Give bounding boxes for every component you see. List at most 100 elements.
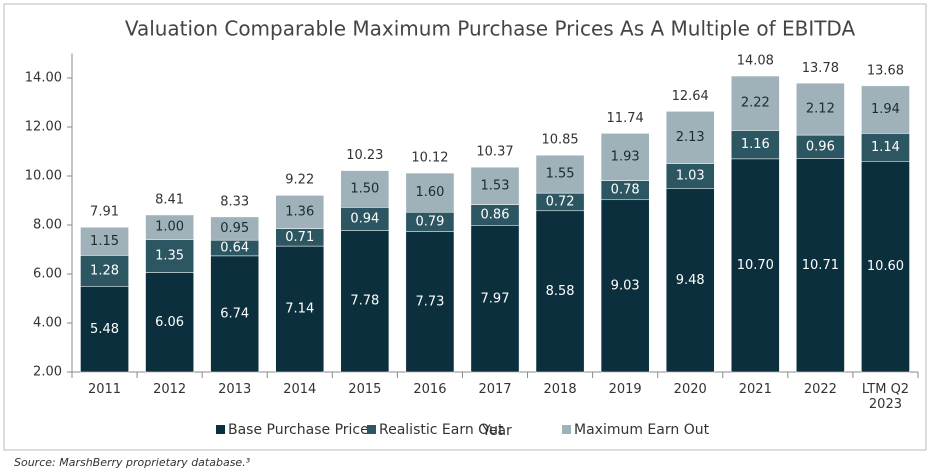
data-label: 1.53 [481,178,510,193]
bar-segment [275,245,325,373]
total-label: 10.37 [476,144,513,159]
bar-segment [861,85,910,134]
total-label: 11.74 [607,111,644,126]
data-label: 0.72 [546,194,575,209]
total-label: 10.12 [411,151,448,166]
bar-segment [340,170,390,208]
bar-segment [600,199,650,373]
bar-segment [861,133,910,162]
data-label: 1.60 [415,185,444,200]
data-label: 10.60 [867,259,904,274]
total-label: 8.41 [155,192,184,207]
x-tick-label: 2014 [283,382,317,397]
y-tick-label: 12.00 [25,120,62,135]
bar-segment [80,226,129,256]
data-label: 1.03 [676,169,705,184]
bar-segment [210,255,260,373]
legend-swatch [216,425,225,434]
bar-segment [145,214,194,240]
data-label: 6.74 [220,306,249,321]
data-label: 0.64 [220,241,249,256]
bar-segment [210,216,260,241]
legend-label: Base Purchase Price [228,422,369,438]
bar-segment [145,239,194,273]
data-label: 0.94 [350,211,379,226]
x-tick-label: 2021 [738,382,772,397]
x-tick-label: 2020 [673,382,707,397]
total-label: 8.33 [220,194,249,209]
bar-segment [600,133,650,181]
data-label: 5.48 [90,322,119,337]
data-label: 6.06 [155,315,184,330]
y-tick-label: 14.00 [25,71,62,86]
bar-segment [665,188,715,373]
x-tick-label: 2011 [87,382,122,397]
data-label: 2.12 [806,102,835,117]
data-label: 0.86 [481,208,510,223]
total-label: 10.85 [541,133,578,148]
x-tick-label: LTM Q2 2023 [861,382,910,412]
data-label: 1.28 [90,264,119,279]
total-label: 9.22 [285,173,314,188]
y-tick-label: 4.00 [33,316,62,331]
total-label: 13.78 [802,61,839,76]
bar-segment [796,158,845,373]
total-label: 10.23 [346,148,383,163]
bar-segment [470,225,520,373]
x-axis-label: Year [481,423,512,439]
data-label: 1.93 [611,150,640,165]
x-tick-label: 2022 [803,382,837,397]
legend-label: Maximum Earn Out [574,422,710,438]
data-label: 10.70 [737,258,774,273]
bar-segment [470,166,520,205]
bar-segment [861,161,910,373]
legend-label: Realistic Earn Out [379,422,504,438]
data-label: 0.78 [611,183,640,198]
data-label: 0.71 [285,230,314,245]
x-tick-label: 2013 [218,382,252,397]
total-label: 13.68 [867,63,904,78]
bar-segment [535,210,585,373]
legend-swatch [367,425,376,434]
bar-segment [275,195,325,229]
data-label: 0.79 [415,214,444,229]
total-label: 7.91 [90,205,119,220]
data-label: 7.73 [415,294,444,309]
legend-swatch [562,425,571,434]
data-label: 1.16 [741,137,770,152]
bar-segment [730,130,780,160]
data-label: 1.00 [155,220,184,235]
data-label: 9.03 [611,278,640,293]
data-label: 2.13 [676,130,705,145]
bar-segment [730,75,780,131]
data-label: 0.96 [806,139,835,154]
bar-segment [796,82,845,136]
x-tick-label: 2019 [608,382,642,397]
x-tick-label: 2015 [348,382,382,397]
bar-segment [80,286,129,373]
bar-segment [405,172,455,213]
chart-title: Valuation Comparable Maximum Purchase Pr… [125,17,856,41]
data-label: 1.94 [871,102,900,117]
bar-segment [665,111,715,164]
data-label: 1.50 [350,181,379,196]
data-label: 10.71 [802,258,839,273]
bar-segment [405,231,455,373]
x-tick-label: 2016 [413,382,447,397]
y-tick-label: 8.00 [33,218,62,233]
bar-segment [80,255,129,287]
data-label: 0.95 [220,221,249,236]
y-tick-label: 6.00 [33,267,62,282]
bar-segment [145,272,194,373]
y-tick-label: 2.00 [33,365,62,380]
data-label: 8.58 [546,284,575,299]
data-label: 1.14 [871,140,900,155]
data-label: 7.78 [350,294,379,309]
total-label: 14.08 [737,54,774,69]
y-tick-label: 10.00 [25,169,62,184]
data-label: 1.55 [546,167,575,182]
bar-segment [730,158,780,373]
source-note: Source: MarshBerry proprietary database.… [14,456,251,469]
